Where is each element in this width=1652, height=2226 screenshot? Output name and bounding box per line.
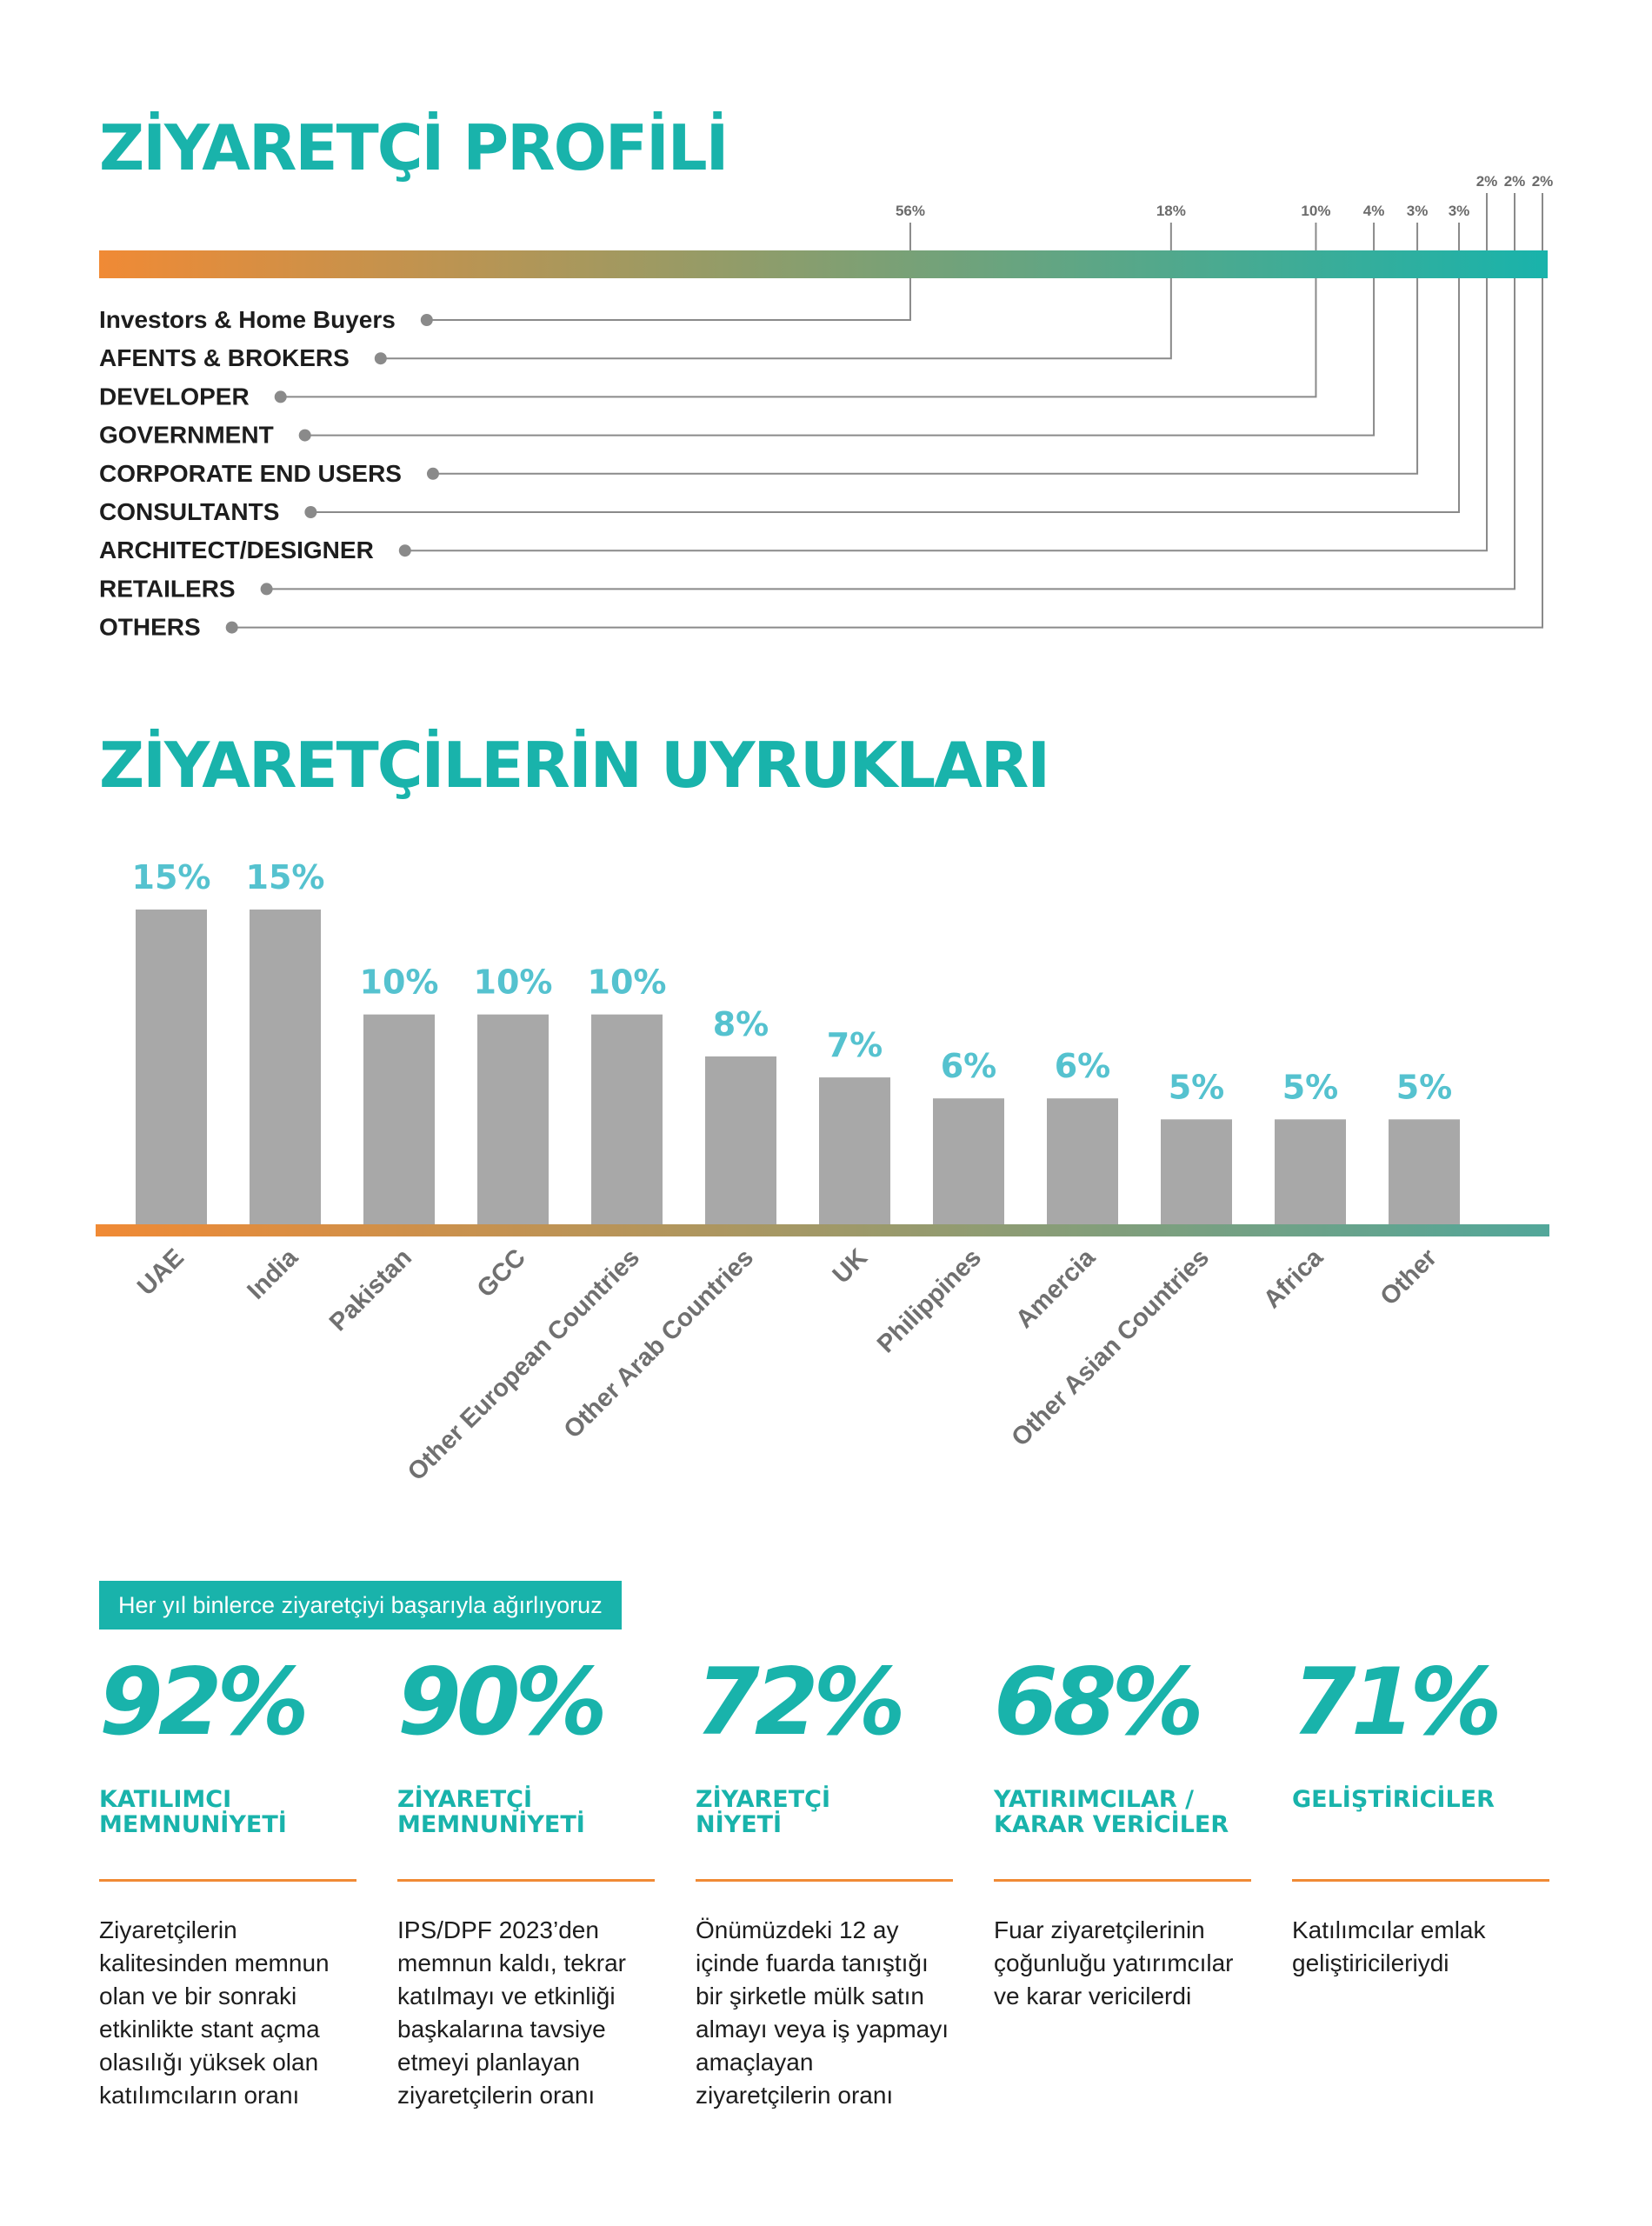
- nationality-value-label: 7%: [827, 1026, 883, 1064]
- profile-leader-line: [266, 278, 1515, 590]
- nationality-bar: [1389, 1119, 1460, 1224]
- stat-description: Fuar ziyaretçilerinin çoğunluğu yatırımc…: [994, 1916, 1234, 2009]
- nationality-bar: [477, 1014, 549, 1224]
- stat-divider: [994, 1879, 1251, 1882]
- stat-divider: [696, 1879, 953, 1882]
- profile-gradient-bar: [99, 250, 1548, 278]
- profile-value-label: 3%: [1449, 203, 1470, 219]
- nationality-value-label: 6%: [1055, 1047, 1111, 1085]
- stat-label: ZİYARETÇİ MEMNUNİYETİ: [397, 1786, 585, 1838]
- profile-title: ZİYARETÇİ PROFİLİ: [99, 111, 729, 184]
- profile-leader-line: [231, 278, 1543, 629]
- stat-description: Ziyaretçilerin kalitesinden memnun olan …: [99, 1916, 330, 2109]
- stat-label: GELİŞTİRİCİLER: [1292, 1786, 1495, 1813]
- nationality-bar: [1275, 1119, 1346, 1224]
- profile-leader-line: [432, 278, 1419, 475]
- stat-divider: [99, 1879, 356, 1882]
- nationality-category-label: Amercia: [1010, 1243, 1101, 1334]
- nationality-value-label: 5%: [1282, 1068, 1339, 1106]
- stat-description: Önümüzdeki 12 ay içinde fuarda tanıştığı…: [696, 1916, 949, 2109]
- stat-description: Katılımcılar emlak geliştiricileriydi: [1292, 1916, 1486, 1976]
- nationality-value-label: 5%: [1169, 1068, 1225, 1106]
- profile-category-label: RETAILERS: [99, 575, 236, 602]
- nationality-bar: [136, 910, 207, 1224]
- nationality-value-label: 5%: [1396, 1068, 1453, 1106]
- profile-category-label: Investors & Home Buyers: [99, 306, 396, 333]
- profile-value-label: 4%: [1363, 203, 1385, 219]
- nationality-bar: [819, 1077, 890, 1224]
- nationality-category-label: UAE: [132, 1243, 190, 1301]
- profile-leader-line: [310, 278, 1460, 513]
- stat-label: YATIRIMCILAR / KARAR VERİCİLER: [994, 1786, 1229, 1838]
- profile-category-label: OTHERS: [99, 614, 201, 641]
- nationality-category-label: UK: [828, 1243, 873, 1289]
- stat-value: 92%: [99, 1649, 310, 1756]
- nationality-category-label: Other: [1376, 1243, 1442, 1310]
- stat-label: ZİYARETÇİ NİYETİ: [696, 1786, 830, 1838]
- profile-leader-line: [280, 278, 1317, 398]
- stat-description: IPS/DPF 2023’den memnun kaldı, tekrar ka…: [397, 1916, 626, 2109]
- stat-value: 72%: [696, 1649, 906, 1756]
- stat-value: 90%: [397, 1649, 608, 1756]
- profile-leader-line: [426, 278, 911, 321]
- nationality-bar: [705, 1056, 776, 1224]
- nationality-value-label: 15%: [246, 858, 325, 896]
- profile-category-label: AFENTS & BROKERS: [99, 344, 350, 371]
- stat-divider: [1292, 1879, 1549, 1882]
- stat-label: KATILIMCI MEMNUNİYETİ: [99, 1786, 287, 1838]
- nationality-category-label: Other Asian Countries: [1006, 1243, 1214, 1451]
- profile-category-label: CONSULTANTS: [99, 498, 279, 525]
- stat-column: 72% ZİYARETÇİ NİYETİ Önümüzdeki 12 ay için…: [696, 1649, 953, 2109]
- nationality-value-label: 8%: [713, 1005, 769, 1043]
- nationality-category-label: Philippines: [872, 1243, 987, 1358]
- profile-value-label: 2%: [1504, 173, 1526, 190]
- stat-column: 71% GELİŞTİRİCİLER Katılımcılar emlak geli…: [1292, 1649, 1549, 1976]
- profile-value-label: 10%: [1301, 203, 1330, 219]
- nationality-category-label: GCC: [472, 1243, 531, 1303]
- profile-value-label: 56%: [896, 203, 925, 219]
- stat-divider: [397, 1879, 655, 1882]
- profile-category-label: ARCHITECT/DESIGNER: [99, 537, 374, 563]
- stat-value: 71%: [1292, 1649, 1502, 1756]
- profile-leader-line: [304, 278, 1376, 437]
- nationality-bar: [1161, 1119, 1232, 1224]
- profile-value-label: 18%: [1156, 203, 1186, 219]
- nationality-value-label: 10%: [474, 963, 553, 1002]
- nationality-category-label: Pakistan: [324, 1243, 417, 1336]
- nationality-category-label: Africa: [1258, 1243, 1329, 1314]
- profile-category-label: GOVERNMENT: [99, 422, 274, 449]
- nationalities-chart: 15% UAE 15% India 10% Pakistan 10% GCC 10% Other …: [96, 858, 1549, 1486]
- profile-leader-line: [404, 278, 1488, 552]
- nationality-bar: [591, 1014, 663, 1224]
- nationality-value-label: 10%: [360, 963, 439, 1002]
- nationality-value-label: 10%: [588, 963, 667, 1002]
- nationality-bar: [933, 1098, 1004, 1224]
- stat-column: 92% KATILIMCI MEMNUNİYETİ Ziyaretçilerin k…: [99, 1649, 356, 2109]
- nationality-bar: [1047, 1098, 1118, 1224]
- stat-value: 68%: [994, 1649, 1204, 1756]
- profile-chart: Investors & Home Buyers 56% AFENTS & BROKE…: [99, 173, 1554, 641]
- nationality-value-label: 6%: [941, 1047, 997, 1085]
- nationality-category-label: India: [242, 1243, 303, 1305]
- profile-value-label: 3%: [1407, 203, 1429, 219]
- nationalities-title: ZİYARETÇİLERİN UYRUKLARI: [99, 729, 1050, 802]
- nationality-category-label: Other European Countries: [403, 1243, 645, 1486]
- profile-leader-line: [380, 278, 1172, 360]
- nationalities-baseline: [96, 1224, 1549, 1236]
- nationality-bar: [250, 910, 321, 1224]
- nationality-category-label: Other Arab Countries: [559, 1243, 759, 1443]
- stat-column: 68% YATIRIMCILAR / KARAR VERİCİLER Fuar zi…: [994, 1649, 1251, 2009]
- highlight-tag: Her yıl binlerce ziyaretçiyi başarıyla a…: [99, 1581, 622, 1630]
- profile-category-label: CORPORATE END USERS: [99, 460, 402, 487]
- profile-value-label: 2%: [1532, 173, 1554, 190]
- profile-value-label: 2%: [1476, 173, 1498, 190]
- nationality-bar: [363, 1014, 435, 1224]
- nationality-value-label: 15%: [132, 858, 211, 896]
- profile-category-label: DEVELOPER: [99, 383, 250, 410]
- stat-column: 90% ZİYARETÇİ MEMNUNİYETİ IPS/DPF 2023’den…: [397, 1649, 655, 2109]
